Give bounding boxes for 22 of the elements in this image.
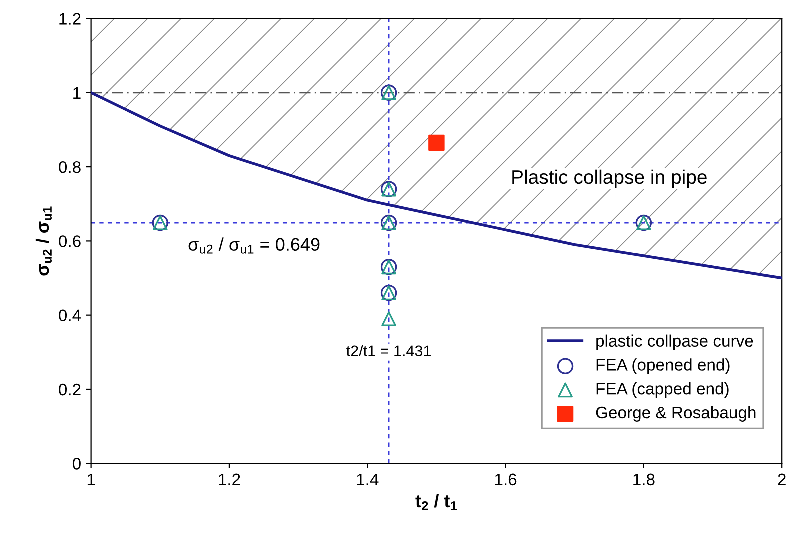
annotation: Plastic collapse in pipe	[512, 170, 707, 188]
y-tick-label: 0.4	[59, 310, 82, 322]
legend-label: George & Rosabaugh	[596, 406, 756, 422]
x-axis-title: t$_{2}$ / t$_{1}$	[416, 494, 458, 510]
y-tick-label: 0	[72, 458, 81, 470]
y-tick-label: 1	[74, 87, 81, 99]
x-tick-label: 2	[778, 474, 786, 486]
legend-label: FEA (capped end)	[596, 382, 729, 398]
x-tick-label: 1.6	[495, 474, 517, 486]
y-tick-label: 0.2	[59, 384, 81, 396]
x-tick-label: 1.4	[357, 474, 379, 486]
ref-line-label: t2/t1 = 1.431	[346, 345, 431, 357]
y-tick-label: 1.2	[60, 13, 81, 25]
ref-line-label: σ$_{u2}$ / σ$_{u1}$ = 0.649	[188, 238, 320, 254]
y-tick-label: 0.6	[59, 236, 81, 248]
legend-label: FEA (opened end)	[596, 358, 730, 374]
y-axis-title: σ$_{u2}$ / σ$_{u1}$	[36, 206, 52, 276]
y-tick-label: 0.8	[59, 161, 81, 174]
x-tick-label: 1	[88, 474, 96, 486]
legend-label: plastic collpase curve	[596, 334, 754, 350]
x-tick-label: 1.2	[219, 474, 240, 486]
x-tick-label: 1.8	[634, 474, 655, 486]
